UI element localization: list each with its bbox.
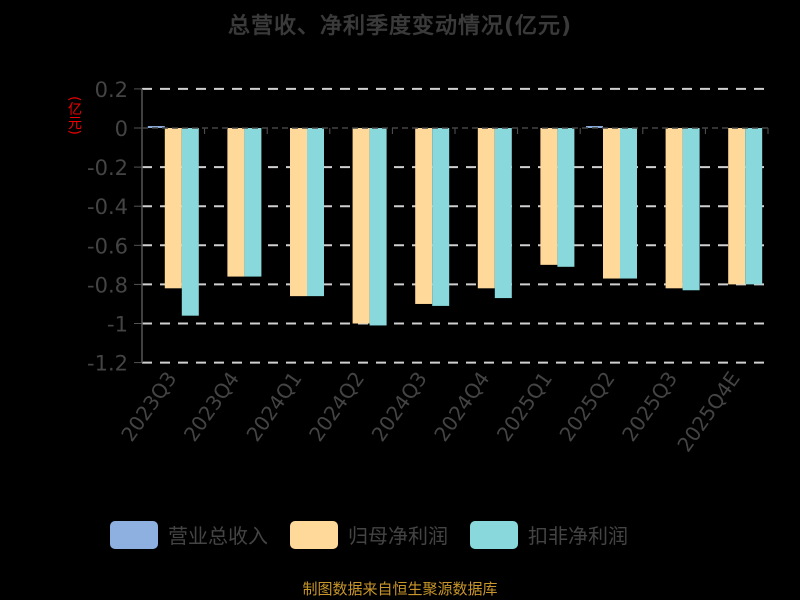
legend-label: 归母净利润 bbox=[348, 524, 448, 548]
x-tick-label: 2025Q4E bbox=[672, 367, 744, 456]
bar[interactable] bbox=[147, 126, 165, 128]
x-tick-label: 2023Q3 bbox=[116, 367, 181, 446]
y-tick-label: -1.2 bbox=[87, 352, 128, 376]
bar[interactable] bbox=[244, 128, 262, 277]
legend-item-net-profit[interactable]: 归母净利润 bbox=[290, 520, 448, 549]
x-tick-label: 2025Q3 bbox=[617, 367, 682, 446]
legend-label: 扣非净利润 bbox=[528, 524, 628, 548]
bar[interactable] bbox=[369, 128, 387, 326]
y-tick-label: -1 bbox=[107, 313, 128, 337]
bar[interactable] bbox=[494, 128, 512, 299]
bar[interactable] bbox=[728, 128, 746, 285]
bar[interactable] bbox=[307, 128, 324, 297]
bar[interactable] bbox=[540, 128, 558, 265]
bar[interactable] bbox=[181, 128, 199, 316]
bar[interactable] bbox=[745, 128, 763, 285]
bar[interactable] bbox=[477, 128, 495, 289]
bar[interactable] bbox=[665, 128, 683, 289]
x-tick-label: 2023Q4 bbox=[179, 367, 244, 446]
y-tick-label: -0.2 bbox=[87, 156, 128, 180]
bar[interactable] bbox=[682, 128, 700, 291]
bar[interactable] bbox=[352, 128, 370, 324]
bar[interactable] bbox=[415, 128, 433, 304]
bar[interactable] bbox=[557, 128, 575, 267]
legend-item-deducted-net-profit[interactable]: 扣非净利润 bbox=[470, 520, 628, 549]
bar-chart: 0.20-0.2-0.4-0.6-0.8-1-1.22023Q32023Q420… bbox=[87, 78, 769, 456]
x-tick-label: 2024Q2 bbox=[304, 367, 369, 446]
bar[interactable] bbox=[603, 128, 620, 279]
legend-swatch-net-profit bbox=[290, 520, 338, 549]
y-tick-label: -0.6 bbox=[87, 234, 128, 258]
legend-swatch-deducted-net-profit bbox=[470, 520, 518, 549]
x-tick-label: 2024Q1 bbox=[241, 367, 306, 446]
y-tick-label: -0.8 bbox=[87, 273, 128, 297]
legend-swatch-revenue bbox=[110, 520, 158, 549]
bar[interactable] bbox=[620, 128, 637, 279]
bar[interactable] bbox=[586, 126, 603, 128]
x-tick-label: 2024Q4 bbox=[429, 367, 494, 446]
y-tick-label: 0.2 bbox=[95, 78, 128, 102]
legend: 营业总收入 归母净利润 扣非净利润 bbox=[110, 520, 650, 549]
bar[interactable] bbox=[164, 128, 182, 289]
x-tick-label: 2024Q3 bbox=[367, 367, 432, 446]
bar[interactable] bbox=[432, 128, 450, 306]
legend-item-revenue[interactable]: 营业总收入 bbox=[110, 520, 268, 549]
y-tick-label: 0 bbox=[115, 117, 128, 141]
y-axis-unit-label: (亿元) bbox=[66, 96, 82, 135]
legend-label: 营业总收入 bbox=[168, 524, 268, 548]
bar[interactable] bbox=[227, 128, 245, 277]
bar[interactable] bbox=[290, 128, 307, 297]
chart-title: 总营收、净利季度变动情况(亿元) bbox=[227, 14, 573, 39]
data-source-footer: 制图数据来自恒生聚源数据库 bbox=[302, 580, 498, 598]
x-tick-label: 2025Q2 bbox=[554, 367, 619, 446]
x-tick-label: 2025Q1 bbox=[492, 367, 557, 446]
y-tick-label: -0.4 bbox=[87, 195, 128, 219]
